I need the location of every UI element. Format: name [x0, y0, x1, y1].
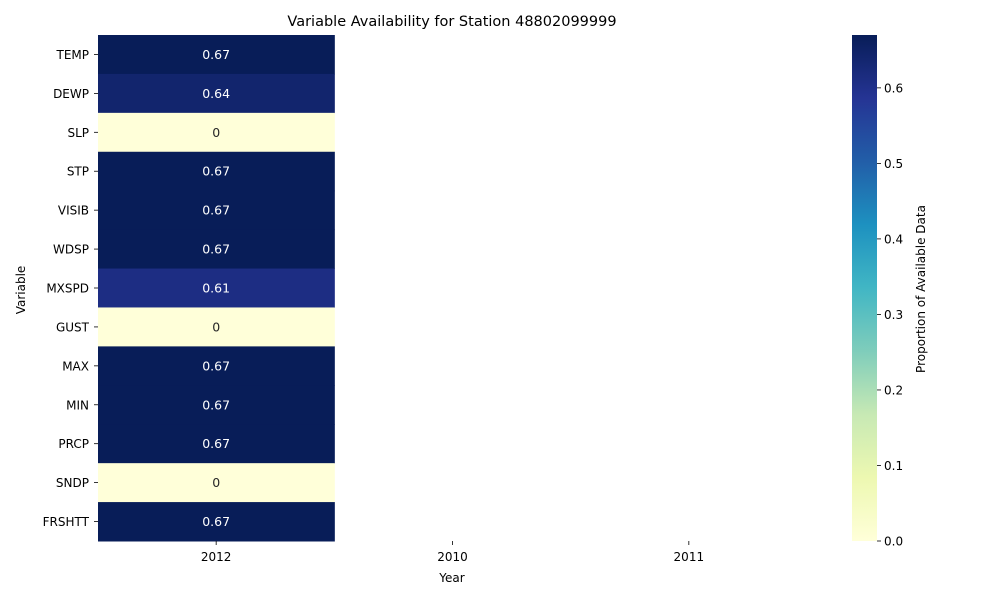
heatmap-cell	[98, 385, 335, 425]
cell-label: 0.67	[202, 514, 230, 529]
y-tick-label: TEMP	[55, 48, 89, 62]
x-tick-label: 2010	[437, 550, 468, 564]
x-axis-label: Year	[438, 571, 464, 585]
y-tick-label: MIN	[66, 398, 89, 412]
heatmap-cell	[98, 268, 335, 308]
heatmap-cells: 0.67 0.64 0 0.67 0.67 0.67 0.61 0 0.67 0.67 0.67 0 0…	[98, 35, 335, 542]
colorbar-tick-label: 0.1	[884, 459, 903, 473]
heatmap-cell	[98, 307, 335, 347]
y-tick-label: VISIB	[58, 204, 89, 218]
cell-label: 0.67	[202, 436, 230, 451]
cell-label: 0.67	[202, 203, 230, 218]
heatmap-cell	[98, 424, 335, 464]
y-axis: TEMP DEWP SLP STP VISIB WDSP MXSPD GUST MAX MIN PR…	[43, 48, 98, 529]
colorbar-tick-label: 0.0	[884, 535, 903, 549]
cell-label: 0.67	[202, 358, 230, 373]
y-tick-label: GUST	[56, 320, 90, 334]
cell-label: 0	[212, 125, 220, 140]
x-tick-label: 2011	[674, 550, 705, 564]
heatmap-cell	[98, 112, 335, 153]
colorbar	[852, 35, 877, 541]
colorbar-tick-label: 0.4	[884, 232, 903, 246]
heatmap-cell	[98, 151, 335, 192]
heatmap-cell	[98, 35, 335, 75]
y-tick-label: DEWP	[53, 87, 89, 101]
y-tick-label: MAX	[62, 359, 89, 373]
colorbar-ticks: 0.0 0.1 0.2 0.3 0.4 0.5 0.6	[877, 81, 903, 549]
y-tick-label: WDSP	[53, 243, 89, 257]
cell-label: 0.67	[202, 397, 230, 412]
chart-title: Variable Availability for Station 488020…	[287, 14, 616, 30]
y-tick-label: MXSPD	[46, 282, 89, 296]
y-tick-label: SNDP	[56, 476, 89, 490]
cell-label: 0	[212, 319, 220, 334]
heatmap-cell	[98, 463, 335, 503]
colorbar-tick-label: 0.2	[884, 383, 903, 397]
cell-label: 0.67	[202, 164, 230, 179]
colorbar-tick-label: 0.3	[884, 308, 903, 322]
heatmap-cell	[98, 502, 335, 542]
colorbar-tick-label: 0.6	[884, 81, 903, 95]
colorbar-tick-label: 0.5	[884, 157, 903, 171]
y-axis-label: Variable	[14, 266, 28, 315]
cell-label: 0	[212, 475, 220, 490]
heatmap-cell	[98, 190, 335, 231]
heatmap-cell	[98, 229, 335, 270]
heatmap-cell	[98, 73, 335, 114]
x-axis: 2012 2010 2011	[201, 541, 704, 564]
y-tick-label: FRSHTT	[43, 515, 90, 529]
colorbar-label: Proportion of Available Data	[914, 205, 928, 373]
cell-label: 0.61	[202, 281, 230, 296]
y-tick-label: STP	[67, 165, 89, 179]
heatmap-cell	[98, 346, 335, 386]
cell-label: 0.67	[202, 47, 230, 62]
y-tick-label: SLP	[67, 126, 89, 140]
x-tick-label: 2012	[201, 550, 232, 564]
y-tick-label: PRCP	[58, 437, 89, 451]
cell-label: 0.64	[202, 86, 230, 101]
cell-label: 0.67	[202, 242, 230, 257]
